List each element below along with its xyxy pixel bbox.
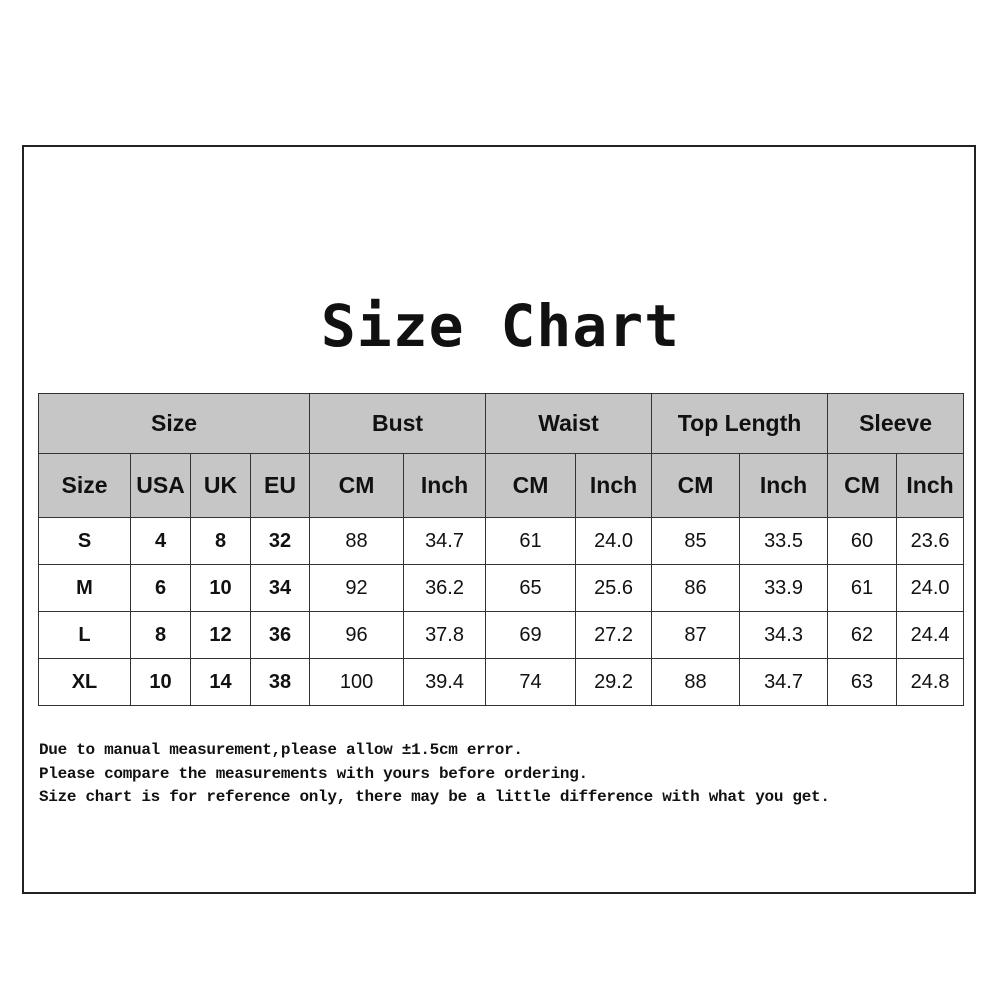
sub-header-row: Size USA UK EU CM Inch CM Inch CM Inch CM Inch [38, 453, 965, 518]
column-header: USA [130, 453, 191, 518]
table-cell: 37.8 [403, 611, 487, 659]
table-cell: 24.8 [896, 658, 965, 706]
column-header: CM [827, 453, 898, 518]
table-cell: 33.5 [739, 517, 829, 565]
chart-frame [22, 145, 976, 894]
table-cell: 87 [651, 611, 741, 659]
table-cell: L [38, 611, 131, 659]
table-cell: 36 [249, 611, 311, 659]
table-cell: 12 [190, 611, 251, 659]
table-cell: 65 [485, 564, 577, 612]
notes: Due to manual measurement,please allow ±… [39, 739, 830, 810]
table-cell: 8 [130, 611, 191, 659]
note-line: Size chart is for reference only, there … [39, 788, 830, 806]
table-cell: 100 [309, 658, 405, 706]
table-cell: 4 [130, 517, 191, 565]
table-cell: 36.2 [403, 564, 487, 612]
table-cell: 23.6 [896, 517, 965, 565]
table-cell: 74 [485, 658, 577, 706]
table-cell: 61 [485, 517, 577, 565]
column-header: Size [38, 453, 131, 518]
table-cell: 34.7 [739, 658, 829, 706]
note-line: Due to manual measurement,please allow ±… [39, 741, 523, 759]
column-header: CM [485, 453, 577, 518]
page-title: Size Chart [320, 292, 681, 360]
table-row: S 4 8 32 88 34.7 61 24.0 85 33.5 60 23.6 [38, 517, 965, 565]
table-cell: 92 [309, 564, 405, 612]
table-cell: 34.3 [739, 611, 829, 659]
table-cell: 34.7 [403, 517, 487, 565]
table-cell: 62 [827, 611, 898, 659]
table-cell: M [38, 564, 131, 612]
table-cell: 14 [190, 658, 251, 706]
column-header: Inch [575, 453, 653, 518]
table-cell: 10 [130, 658, 191, 706]
table-row: XL 10 14 38 100 39.4 74 29.2 88 34.7 63 24.8 [38, 658, 965, 706]
table-cell: 10 [190, 564, 251, 612]
table-cell: 25.6 [575, 564, 653, 612]
table-cell: 88 [309, 517, 405, 565]
table-cell: 24.4 [896, 611, 965, 659]
column-header: Inch [403, 453, 487, 518]
column-header: CM [651, 453, 741, 518]
table-cell: 60 [827, 517, 898, 565]
table-row: L 8 12 36 96 37.8 69 27.2 87 34.3 62 24.4 [38, 611, 965, 659]
table-cell: 32 [249, 517, 311, 565]
table-cell: 96 [309, 611, 405, 659]
column-header: CM [309, 453, 405, 518]
group-header: Size [37, 393, 311, 454]
column-header: UK [190, 453, 251, 518]
column-header: Inch [739, 453, 829, 518]
table-cell: 88 [651, 658, 741, 706]
table-cell: 27.2 [575, 611, 653, 659]
table-cell: 61 [827, 564, 898, 612]
table-cell: XL [38, 658, 131, 706]
table-cell: 63 [827, 658, 898, 706]
table-cell: 29.2 [575, 658, 653, 706]
table-cell: S [38, 517, 131, 565]
table-cell: 24.0 [575, 517, 653, 565]
table-cell: 34 [249, 564, 311, 612]
table-row: M 6 10 34 92 36.2 65 25.6 86 33.9 61 24.0 [38, 564, 965, 612]
table-cell: 85 [651, 517, 741, 565]
table-cell: 33.9 [739, 564, 829, 612]
size-table: Size Bust Waist Top Length Sleeve Size USA UK EU… [37, 393, 965, 706]
note-line: Please compare the measurements with you… [39, 764, 588, 783]
table-cell: 8 [190, 517, 251, 565]
table-cell: 39.4 [403, 658, 487, 706]
group-header: Sleeve [827, 393, 965, 454]
table-cell: 86 [651, 564, 741, 612]
group-header-row: Size Bust Waist Top Length Sleeve [37, 393, 965, 454]
column-header: EU [249, 453, 311, 518]
table-cell: 69 [485, 611, 577, 659]
table-cell: 6 [130, 564, 191, 612]
group-header: Top Length [651, 393, 829, 454]
table-cell: 24.0 [896, 564, 965, 612]
group-header: Waist [485, 393, 653, 454]
table-cell: 38 [249, 658, 311, 706]
column-header: Inch [896, 453, 965, 518]
group-header: Bust [309, 393, 487, 454]
